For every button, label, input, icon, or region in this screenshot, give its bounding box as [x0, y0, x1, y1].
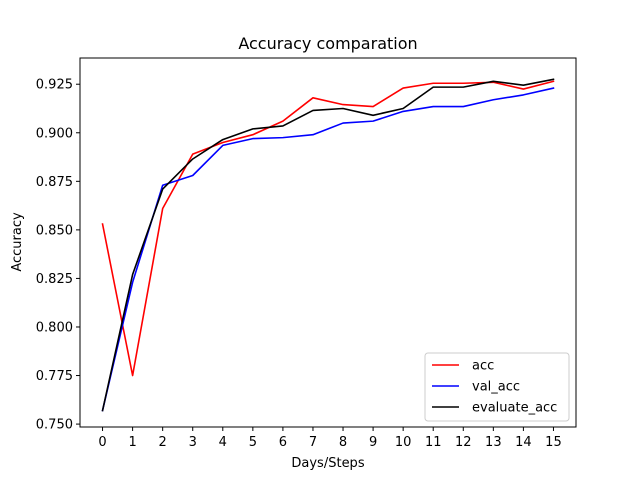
series-line-val-acc: [101, 87, 555, 412]
x-tick-label: 13: [485, 435, 502, 450]
x-tick-label: 1: [128, 435, 136, 450]
plot-area: [101, 78, 555, 412]
x-tick-label: 4: [219, 435, 227, 450]
x-tick-label: 8: [339, 435, 347, 450]
y-axis-label: Accuracy: [10, 212, 25, 272]
x-tick-label: 10: [395, 435, 412, 450]
x-tick-label: 7: [309, 435, 317, 450]
series-line-acc: [101, 80, 555, 377]
x-tick-label: 0: [98, 435, 106, 450]
y-tick-label: 0.800: [36, 320, 73, 335]
x-tick-label: 6: [279, 435, 287, 450]
y-tick-label: 0.875: [36, 175, 73, 190]
series-line-evaluate-acc: [101, 78, 555, 412]
y-tick-label: 0.750: [36, 418, 73, 433]
x-tick-label: 2: [159, 435, 167, 450]
y-tick-label: 0.825: [36, 272, 73, 287]
legend: acc val_acc evaluate_acc: [424, 352, 570, 422]
chart-title: Accuracy comparation: [238, 34, 417, 53]
y-tick-label: 0.775: [36, 369, 73, 384]
y-tick-label: 0.850: [36, 223, 73, 238]
x-tick-label: 12: [455, 435, 472, 450]
x-tick-label: 9: [369, 435, 377, 450]
legend-label-acc: acc: [472, 359, 494, 374]
x-tick-label: 11: [425, 435, 442, 450]
x-axis-label: Days/Steps: [291, 456, 364, 471]
x-tick-label: 5: [249, 435, 257, 450]
legend-box: [424, 352, 570, 422]
legend-label-val-acc: val_acc: [472, 380, 520, 395]
legend-label-evaluate-acc: evaluate_acc: [472, 401, 557, 416]
x-axis: 0 1 2 3 4 5 6 7 8 9 10 11 12 13 14 15: [98, 427, 562, 450]
x-tick-label: 3: [189, 435, 197, 450]
x-tick-label: 15: [545, 435, 562, 450]
y-axis: 0.750 0.775 0.800 0.825 0.850 0.875 0.900 0.925: [36, 78, 80, 433]
axes-frame: [79, 57, 577, 428]
y-tick-label: 0.925: [36, 78, 73, 93]
x-tick-label: 14: [515, 435, 532, 450]
y-tick-label: 0.900: [36, 126, 73, 141]
